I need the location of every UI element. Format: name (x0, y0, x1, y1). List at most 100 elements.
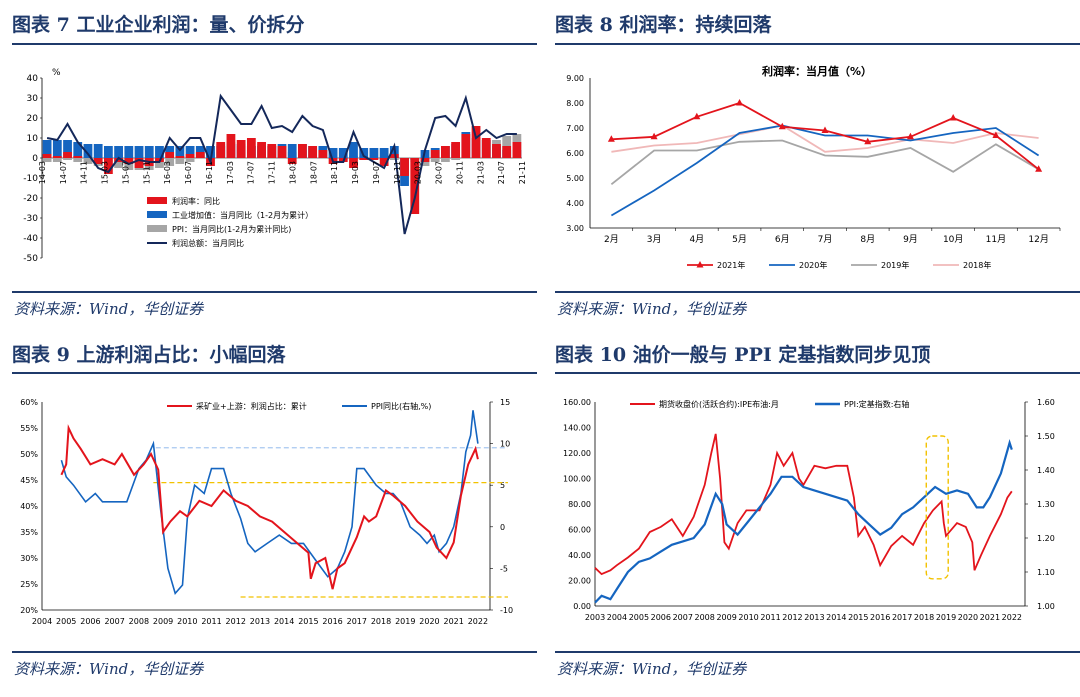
c10-xtick: 2005 (629, 613, 649, 622)
chart7-source: 资料来源：Wind，华创证券 (14, 300, 204, 318)
c7-bar-industrial (287, 144, 297, 158)
c7-bar-industrial (134, 146, 144, 158)
c7-bar-ppi (441, 158, 450, 162)
chart9-title: 图表 9 上游利润占比：小幅回落 (12, 344, 286, 366)
c9-xtick: 2010 (177, 617, 197, 626)
c8-point-2021 (906, 132, 914, 140)
c7-ytick: -40 (23, 234, 38, 244)
c7-bar-margin (287, 158, 297, 164)
c7-legend-swatch (147, 211, 167, 218)
c7-xtick: 21-11 (518, 161, 527, 184)
chart7-svg: % 40 30 20 10 0 -10 -20 -30 -40 -50 14-03 14-07 14-11… (23, 68, 527, 264)
c7-bar-margin (349, 158, 358, 168)
c8-xtick: 2月 (604, 234, 619, 245)
c7-bar-margin (103, 158, 113, 174)
c7-bar-margin (52, 156, 62, 158)
c7-bar-industrial (338, 148, 348, 158)
c9-xtick: 2012 (226, 617, 246, 626)
c7-bar-margin (410, 158, 420, 214)
c10-ytick-right: 1.20 (1037, 534, 1055, 543)
c7-ytick: -10 (23, 174, 38, 184)
c8-ytick: 4.00 (566, 199, 584, 208)
c7-xtick: 16-07 (184, 161, 193, 184)
c7-bar-margin (318, 150, 328, 158)
c7-xtick: 14-07 (59, 161, 68, 184)
c7-bar-ppi (52, 158, 62, 162)
chart9-bottom-rule (12, 651, 537, 653)
c7-bar-margin (420, 158, 430, 162)
c7-bar-margin (134, 158, 144, 168)
c10-ytick-left: 80.00 (568, 500, 591, 509)
chart7-bottom-rule (12, 291, 537, 293)
c8-xtick: 8月 (860, 234, 875, 245)
c7-bar-industrial (328, 148, 338, 158)
c8-ytick: 8.00 (566, 99, 584, 108)
c7-bar-margin (236, 140, 246, 158)
c9-xtick: 2011 (201, 617, 221, 626)
c10-highlight-box (925, 435, 949, 580)
c8-legend-label: 2021年 (717, 260, 745, 270)
c7-xtick: 14-11 (80, 161, 89, 184)
c7-bar-margin (226, 134, 236, 158)
c7-bar-margin (492, 144, 501, 158)
c7-ytick: 20 (27, 114, 39, 124)
c9-xtick: 2022 (468, 617, 488, 626)
c10-ytick-right: 1.10 (1037, 568, 1055, 577)
c7-bar-industrial (185, 146, 195, 158)
chart8-title-rule (555, 43, 1080, 45)
c7-bar-margin (63, 152, 72, 158)
c9-xtick: 2004 (32, 617, 52, 626)
c7-bar-industrial (155, 146, 164, 158)
panel-upstream-share: 图表 9 上游利润占比：小幅回落 60% 55% 50% 45% 40% 35% 30% 25… (12, 336, 537, 697)
c7-bar-margin (257, 142, 266, 158)
c10-xtick: 2017 (892, 613, 912, 622)
c9-xtick: 2007 (104, 617, 124, 626)
c10-ytick-left: 60.00 (568, 526, 591, 535)
c10-xtick: 2009 (716, 613, 736, 622)
c7-legend-label: PPI：当月同比(1-2月为累计同比) (172, 224, 291, 234)
c7-xtick: 15-07 (121, 161, 130, 184)
c10-legend-label-blue: PPI:定基指数:右轴 (844, 399, 909, 409)
c7-xtick: 20-03 (414, 161, 423, 184)
c9-ytick-right: -5 (500, 564, 508, 573)
c7-bar-ppi (451, 158, 461, 160)
c10-ytick-left: 40.00 (568, 551, 591, 560)
c8-point-2021 (693, 112, 701, 120)
c7-bar-margin (441, 146, 450, 158)
c7-bar-margin (73, 156, 83, 158)
c10-xtick: 2013 (804, 613, 824, 622)
c9-ytick-left: 40% (20, 502, 38, 511)
c10-ytick-left: 20.00 (568, 577, 591, 586)
chart8-bottom-rule (555, 291, 1080, 293)
c8-series-line (610, 124, 1040, 217)
c7-bar-margin (359, 158, 369, 160)
c8-legend-label: 2020年 (799, 260, 827, 270)
c7-bar-margin (471, 126, 481, 158)
c9-xtick: 2006 (80, 617, 100, 626)
c9-ytick-right: 10 (500, 440, 510, 449)
c7-bar-ppi (42, 158, 52, 162)
c8-legend-marker (696, 261, 704, 268)
c10-xtick: 2020 (958, 613, 978, 622)
c7-bar-ppi (165, 158, 175, 166)
c8-point-2021 (736, 99, 744, 106)
c7-ytick: -30 (23, 214, 38, 224)
chart10-svg: 160.00 140.00 120.00 100.00 80.00 60.00 40.00 2… (563, 398, 1055, 622)
c9-xtick: 2014 (274, 617, 294, 626)
c8-point-2021 (650, 132, 658, 140)
c7-bar-industrial (144, 146, 154, 158)
c10-line-oil (594, 433, 1013, 576)
c8-ytick: 3.00 (566, 224, 584, 233)
c7-legend-label: 利润率：同比 (172, 196, 220, 206)
c7-bar-margin (267, 144, 277, 158)
c7-xtick: 16-03 (163, 161, 172, 184)
c7-bar-margin (165, 152, 175, 158)
c7-bar-ppi (73, 158, 83, 162)
c7-bar-margin (400, 158, 409, 176)
c9-xtick: 2009 (153, 617, 173, 626)
c7-bar-industrial (349, 142, 358, 158)
c9-xtick: 2015 (298, 617, 318, 626)
c9-xtick: 2018 (371, 617, 391, 626)
c8-point-2021 (992, 131, 1000, 138)
chart10-source: 资料来源：Wind，华创证券 (557, 660, 747, 678)
